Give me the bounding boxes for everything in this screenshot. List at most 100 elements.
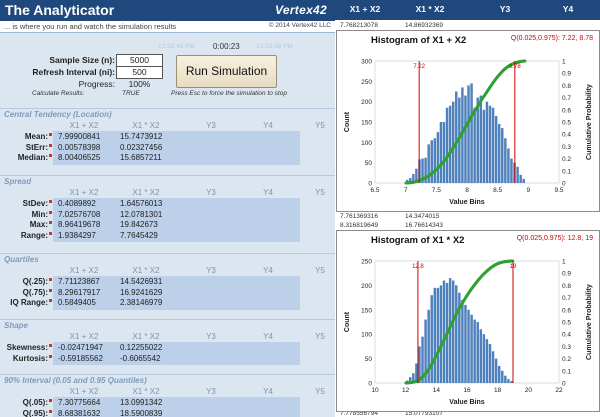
histogram-bar <box>467 85 470 183</box>
stat-value[interactable]: -0.59185562 <box>58 353 103 363</box>
histogram-bar <box>445 107 449 183</box>
histogram-bar <box>436 287 440 383</box>
stat-value[interactable]: 7.71123867 <box>58 277 100 286</box>
comment-marker <box>49 288 52 292</box>
stat-value[interactable]: 0.12255022 <box>120 343 163 352</box>
comment-marker <box>49 221 52 224</box>
stat-value[interactable]: 0.4089892 <box>58 199 96 208</box>
stat-value[interactable]: 15.7473912 <box>120 132 163 141</box>
column-header: Y5 <box>315 387 325 396</box>
histogram-bar <box>516 166 519 183</box>
histogram-bar <box>488 343 492 383</box>
y2-tick-label: 0.7 <box>562 295 571 302</box>
quantile-marker-label: 12.8 <box>412 264 424 270</box>
stat-value[interactable]: 2.38146979 <box>120 298 163 307</box>
y-axis-title: Count <box>344 111 351 132</box>
stat-value[interactable]: 8.00406525 <box>58 153 101 162</box>
stat-value[interactable]: 7.30775664 <box>58 398 101 407</box>
stat-value[interactable]: -0.6065542 <box>120 353 161 363</box>
stat-value[interactable]: 0.5849405 <box>58 298 96 307</box>
section-title: Quartiles <box>4 255 39 264</box>
column-header: Y5 <box>315 121 325 130</box>
section-divider <box>0 175 335 176</box>
histogram-bar <box>470 314 473 383</box>
y2-tick-label: 0.6 <box>562 107 571 114</box>
histogram-bar <box>485 339 489 383</box>
stat-value[interactable]: 0.02327456 <box>120 142 163 152</box>
column-header: X1 + X2 <box>69 188 99 197</box>
histogram-bar <box>430 295 433 383</box>
col-header-x1-plus-x2: X1 + X2 <box>349 4 381 14</box>
stat-label: Q(.95): <box>22 408 48 417</box>
stat-value[interactable]: -0.02471947 <box>58 343 103 352</box>
quantile-marker-label: 19 <box>510 264 517 270</box>
column-header: Y5 <box>315 188 325 197</box>
section-band <box>53 198 300 242</box>
results-pane: X1 + X2 X1 * X2 Y3 Y4 7.768213078 14.869… <box>335 0 600 417</box>
histogram-bar <box>415 363 418 383</box>
stat-label: Max: <box>29 220 48 229</box>
y-tick-label: 200 <box>361 283 372 290</box>
y-tick-label: 250 <box>361 79 372 86</box>
comment-marker <box>49 200 52 203</box>
stat-value[interactable]: 7.7645429 <box>120 230 158 240</box>
stat-value[interactable]: 1.9384297 <box>58 230 96 240</box>
x-axis-title: Value Bins <box>449 399 485 406</box>
histogram-bar <box>427 309 430 383</box>
quantile-marker-label: 8.78 <box>509 64 521 70</box>
stat-value[interactable]: 8.68381632 <box>58 408 101 417</box>
stat-value[interactable]: 7.99900841 <box>58 132 101 141</box>
result-cell: 14.86932369 <box>405 22 443 29</box>
comment-marker <box>49 399 52 402</box>
stat-label: Q(.05): <box>22 398 48 407</box>
histogram-bar <box>507 379 510 383</box>
histogram-bar <box>522 178 525 183</box>
y2-tick-label: 0.3 <box>562 344 571 351</box>
y2-tick-label: 0 <box>562 181 566 188</box>
stat-value[interactable]: 8.96419678 <box>58 220 101 229</box>
stat-value[interactable]: 1.64576013 <box>120 199 163 208</box>
refresh-interval-input[interactable]: 500 <box>116 66 163 79</box>
column-header: Y3 <box>206 332 216 341</box>
section-band <box>53 276 300 310</box>
histogram-chart-x1-plus-x2[interactable]: Histogram of X1 + X2 Q(0.025,0.975): 7.2… <box>336 30 600 212</box>
end-time: 12:39:08 PM <box>256 43 293 50</box>
y2-tick-label: 0.4 <box>562 132 571 139</box>
histogram-bar <box>442 280 446 383</box>
column-header: Y5 <box>315 266 325 275</box>
stat-value[interactable]: 8.29617917 <box>58 287 101 297</box>
stat-label: Mean: <box>24 132 48 141</box>
histogram-chart-x1-times-x2[interactable]: Histogram of X1 * X2 Q(0.025,0.975): 12.… <box>336 230 600 412</box>
y2-tick-label: 1 <box>562 59 566 66</box>
histogram-bar <box>418 346 421 383</box>
section-title: Shape <box>4 321 29 330</box>
y-tick-label: 300 <box>361 59 372 66</box>
histogram-bar <box>439 285 443 383</box>
stat-value[interactable]: 13.0991342 <box>120 398 163 407</box>
stat-value[interactable]: 14.5426931 <box>120 277 163 286</box>
stat-value[interactable]: 0.00578398 <box>58 142 101 152</box>
stat-label: Q(.25): <box>22 277 48 286</box>
vertex42-logo: Vertex42 <box>275 3 327 17</box>
x-tick-label: 22 <box>555 387 563 394</box>
stat-value[interactable]: 7.02576708 <box>58 209 101 219</box>
stat-label: Min: <box>31 209 48 219</box>
stat-label: Q(.75): <box>22 287 48 297</box>
histogram-bar <box>464 95 467 183</box>
section-divider <box>0 319 335 320</box>
y-tick-label: 50 <box>365 160 373 167</box>
run-simulation-button[interactable]: Run Simulation <box>176 55 277 88</box>
column-header: Y4 <box>263 188 273 197</box>
stat-value[interactable]: 18.5900839 <box>120 408 163 417</box>
column-header: Y4 <box>263 266 273 275</box>
chart-quantiles: Q(0.025,0.975): 12.8, 19 <box>516 235 593 242</box>
column-header: X1 + X2 <box>69 387 99 396</box>
histogram-bar <box>501 128 504 183</box>
stat-value[interactable]: 15.6857211 <box>120 153 162 162</box>
section-band <box>53 131 300 165</box>
stat-label: Median: <box>17 153 48 162</box>
histogram-bar <box>464 304 467 383</box>
stat-value[interactable]: 12.0781301 <box>120 209 163 219</box>
stat-value[interactable]: 19.842673 <box>120 220 158 229</box>
stat-value[interactable]: 16.9241629 <box>120 287 163 297</box>
